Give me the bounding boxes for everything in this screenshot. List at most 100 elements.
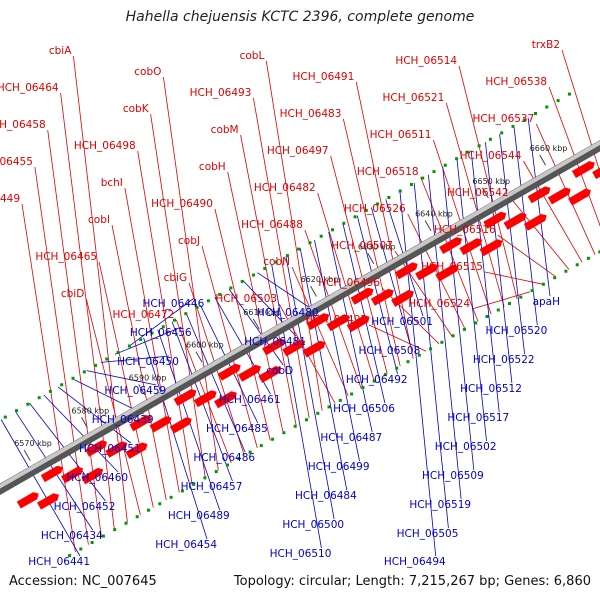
- gene-label-bottom[interactable]: HCH_06457: [181, 481, 243, 493]
- backbone-highlight: [0, 140, 600, 489]
- gene-label-bottom[interactable]: HCH_06459: [104, 385, 166, 397]
- gene-label-top[interactable]: cbiA: [49, 45, 72, 57]
- gene-label-bottom[interactable]: HCH_06481: [244, 336, 306, 348]
- gene-label-top[interactable]: cobK: [123, 103, 150, 115]
- gene-label-top[interactable]: cobL: [240, 50, 265, 62]
- gene-label-top[interactable]: HCH_06464: [0, 82, 59, 94]
- gene-label-bottom[interactable]: HCH_06512: [460, 383, 522, 395]
- gene-label-bottom[interactable]: HCH_06456: [130, 327, 192, 339]
- gene-label-bottom[interactable]: HCH_06506: [333, 403, 395, 415]
- gene-label-top[interactable]: HCH_06483: [280, 108, 342, 120]
- guide-dot: [127, 344, 131, 348]
- gene-label-top[interactable]: HCH_06518: [357, 166, 419, 178]
- gene-label-bottom[interactable]: HCH_06501: [371, 316, 433, 328]
- gene-label-top[interactable]: HCH_06526: [344, 203, 406, 215]
- gene-label-bottom[interactable]: HCH_06522: [473, 354, 535, 366]
- leader-line-top: [458, 65, 518, 300]
- gene-label-bottom[interactable]: HCH_06489: [168, 510, 230, 522]
- gene-label-bottom[interactable]: HCH_06487: [320, 432, 382, 444]
- gene-label-top[interactable]: HCH_06488: [241, 219, 303, 231]
- gene-label-top[interactable]: HCH_06496: [318, 277, 380, 289]
- gene-label-top[interactable]: cobO: [134, 66, 161, 78]
- gene-label-bottom[interactable]: HCH_06500: [282, 519, 344, 531]
- gene-label-bottom[interactable]: HCH_06505: [397, 528, 459, 540]
- gene-label-bottom[interactable]: HCH_06520: [486, 325, 548, 337]
- gene-label-top[interactable]: HCH_06507: [331, 240, 393, 252]
- gene-label-bottom[interactable]: HCH_06480: [257, 307, 319, 319]
- gene-label-bottom[interactable]: HCH_06452: [54, 501, 116, 513]
- gene-label-top[interactable]: HCH_06490: [151, 198, 213, 210]
- gene-label-top[interactable]: HCH_06503: [215, 293, 277, 305]
- guide-dot: [432, 170, 436, 174]
- gene-label-bottom[interactable]: HCH_06499: [308, 461, 370, 473]
- gene-label-top[interactable]: cobJ: [178, 235, 200, 247]
- gene-label-bottom[interactable]: HCH_06441: [28, 556, 90, 568]
- gene-label-top[interactable]: HCH_06511: [370, 129, 432, 141]
- tick-mark: [367, 253, 375, 264]
- leader-line-top: [201, 245, 258, 449]
- forward-gene: [503, 212, 527, 230]
- gene-label-top[interactable]: HCH_06472: [113, 309, 175, 321]
- tick-label: 6640 kbp: [415, 210, 453, 219]
- gene-label-top[interactable]: HCH_06455: [0, 156, 33, 168]
- gene-label-bottom[interactable]: HCH_06454: [155, 539, 217, 551]
- gene-label-bottom[interactable]: HCH_06519: [409, 499, 471, 511]
- leader-line-bottom: [499, 134, 525, 355]
- gene-label-top[interactable]: cobI: [88, 214, 110, 226]
- gene-label-bottom[interactable]: HCH_06484: [295, 490, 357, 502]
- gene-label-top[interactable]: cbiD: [61, 288, 84, 300]
- gene-label-bottom[interactable]: HCH_06492: [346, 374, 408, 386]
- gene-label-top[interactable]: HCH_06465: [35, 251, 97, 263]
- gene-label-bottom[interactable]: HCH_06485: [206, 423, 268, 435]
- guide-dot: [553, 276, 557, 280]
- gene-label-bottom[interactable]: HCH_06446: [143, 298, 205, 310]
- gene-label-top[interactable]: HCH_06497: [267, 145, 329, 157]
- gene-label-top[interactable]: cobH: [199, 161, 226, 173]
- gene-label-top[interactable]: HCH_06538: [485, 76, 547, 88]
- leader-line-top: [291, 266, 349, 397]
- gene-label-bottom[interactable]: HCH_06451: [79, 443, 141, 455]
- gene-label-top[interactable]: HCH_06515: [421, 261, 483, 273]
- gene-label-bottom[interactable]: HCH_06434: [41, 530, 103, 542]
- gene-label-top[interactable]: HCH_06498: [74, 140, 136, 152]
- gene-label-bottom[interactable]: HCH_06509: [422, 470, 484, 482]
- gene-label-top[interactable]: cbiG: [164, 272, 188, 284]
- gene-label-top[interactable]: HCH_06495: [305, 314, 367, 326]
- gene-label-top[interactable]: HCH_06514: [395, 55, 457, 67]
- gene-label-bottom[interactable]: HCH_06486: [193, 452, 255, 464]
- gene-label-bottom[interactable]: HCH_06439: [92, 414, 154, 426]
- guide-dot: [496, 308, 500, 312]
- gene-label-top[interactable]: HCH_06493: [190, 87, 252, 99]
- gene-label-top[interactable]: HCH_06491: [293, 71, 355, 83]
- leader-line-bottom: [328, 231, 373, 433]
- gene-label-top[interactable]: trxB2: [532, 39, 560, 51]
- gene-label-bottom[interactable]: cobD: [266, 365, 293, 377]
- gene-label-top[interactable]: cobN: [263, 256, 290, 268]
- forward-gene: [571, 161, 595, 178]
- gene-label-top[interactable]: bchI: [101, 177, 123, 189]
- gene-label-top[interactable]: HCH_06449: [0, 193, 20, 205]
- leader-line-top: [471, 291, 531, 310]
- gene-label-top[interactable]: HCH_06524: [408, 298, 470, 310]
- gene-label-top[interactable]: HCH_06537: [473, 113, 535, 125]
- gene-label-bottom[interactable]: HCH_06510: [270, 548, 332, 560]
- guide-dot: [406, 360, 410, 364]
- gene-label-bottom[interactable]: apaH: [533, 296, 560, 308]
- gene-label-top[interactable]: HCH_06521: [383, 92, 445, 104]
- leader-line-bottom: [428, 174, 462, 500]
- gene-label-bottom[interactable]: HCH_06508: [359, 345, 421, 357]
- gene-label-top[interactable]: HCH_06458: [0, 119, 46, 131]
- gene-label-bottom[interactable]: HCH_06461: [219, 394, 281, 406]
- gene-label-bottom[interactable]: HCH_06494: [384, 556, 446, 568]
- gene-label-top[interactable]: cobM: [211, 124, 239, 136]
- gene-label-top[interactable]: HCH_06516: [434, 224, 496, 236]
- gene-label-bottom[interactable]: HCH_06460: [66, 472, 128, 484]
- gene-label-bottom[interactable]: HCH_06517: [447, 412, 509, 424]
- gene-label-top[interactable]: HCH_06542: [447, 187, 509, 199]
- gene-label-bottom[interactable]: HCH_06502: [435, 441, 497, 453]
- gene-label-top[interactable]: HCH_06544: [460, 150, 522, 162]
- guide-dot: [331, 228, 334, 232]
- gene-label-top[interactable]: HCH_06482: [254, 182, 316, 194]
- gene-label-bottom[interactable]: HCH_06450: [117, 356, 179, 368]
- forward-gene: [149, 416, 172, 433]
